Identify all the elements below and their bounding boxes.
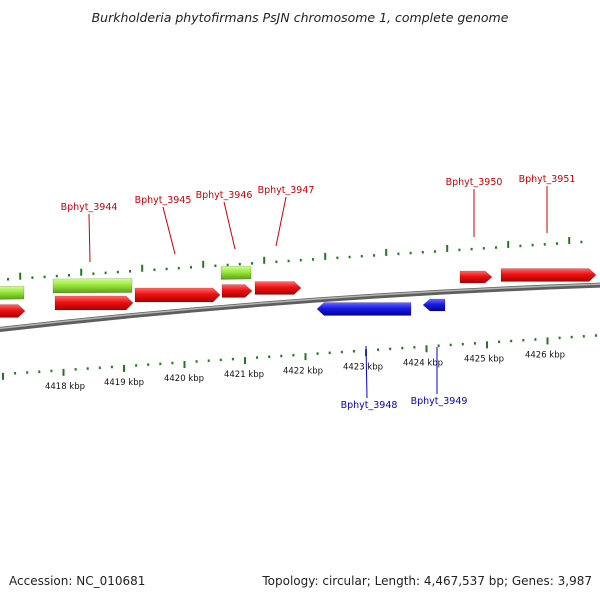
reverse-cds-arrow (316, 302, 412, 316)
axis-position-label: 4423 kbp (343, 362, 383, 372)
forward-gene-label: Bphyt_3944 (61, 202, 118, 213)
gene-leader-line (88, 213, 91, 263)
rna-gene-bar (0, 285, 25, 300)
axis-position-label: 4425 kbp (464, 355, 504, 365)
gene-leader-line (275, 196, 287, 247)
axis-position-label: 4419 kbp (104, 378, 144, 388)
axis-position-label: 4420 kbp (164, 374, 204, 384)
forward-gene-label: Bphyt_3951 (519, 174, 576, 185)
forward-cds-arrow (254, 281, 302, 295)
reverse-gene-label: Bphyt_3948 (341, 400, 398, 411)
gene-leader-line (365, 345, 368, 399)
chromosome-backbone-highlight (0, 283, 600, 330)
forward-cds-arrow (221, 284, 253, 298)
axis-position-label: 4418 kbp (45, 382, 85, 392)
accession-text: Accession: NC_010681 (9, 574, 146, 588)
axis-position-label: 4424 kbp (403, 359, 443, 369)
reverse-gene-label: Bphyt_3949 (411, 396, 468, 407)
forward-gene-label: Bphyt_3945 (135, 195, 192, 206)
forward-gene-label: Bphyt_3950 (446, 177, 503, 188)
axis-position-label: 4426 kbp (525, 351, 565, 361)
forward-gene-label: Bphyt_3946 (196, 190, 253, 201)
forward-cds-arrow (54, 295, 134, 311)
genome-summary-text: Topology: circular; Length: 4,467,537 bp… (262, 574, 592, 588)
axis-position-label: 4421 kbp (224, 370, 264, 380)
chromosome-backbone (0, 282, 600, 332)
forward-cds-arrow (459, 270, 493, 284)
map-title: Burkholderia phytofirmans PsJN chromosom… (91, 10, 509, 25)
forward-cds-arrow (0, 304, 26, 318)
axis-position-label: 4422 kbp (283, 366, 323, 376)
gene-leader-line (162, 206, 176, 255)
forward-cds-arrow (134, 287, 221, 303)
forward-gene-label: Bphyt_3947 (258, 185, 315, 196)
gene-leader-line (223, 201, 236, 250)
rna-gene-bar (52, 278, 133, 294)
forward-cds-arrow (500, 268, 597, 282)
reverse-cds-arrow (422, 298, 446, 312)
rna-gene-bar (220, 265, 252, 280)
